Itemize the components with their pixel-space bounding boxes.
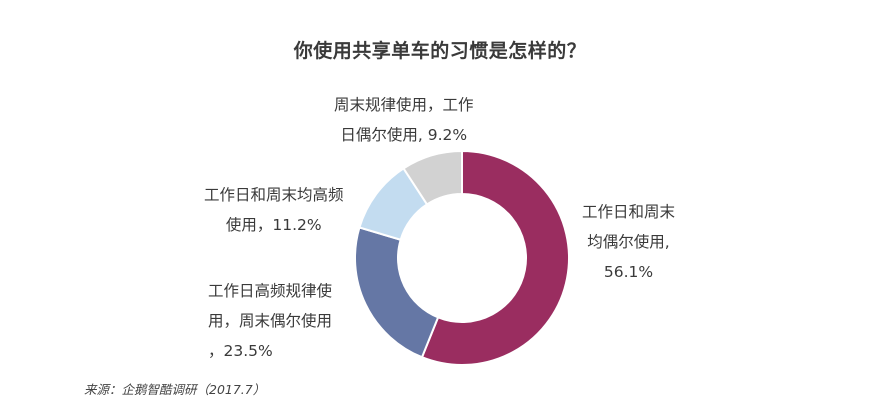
slice-weekend-regular bbox=[402, 149, 463, 206]
slice-label-weekday-high-frequency: 工作日高频规律使 用，周末偶尔使用 ，23.5% bbox=[208, 276, 332, 366]
slice-weekday-weekend-occasional bbox=[420, 149, 570, 366]
slice-label-line: 56.1% bbox=[603, 263, 654, 281]
slice-label-line: 工作日和周末均高频 bbox=[204, 186, 344, 204]
slice-label-line: 工作日高频规律使 bbox=[208, 282, 333, 300]
source-note: 来源：企鹅智酷调研（2017.7） bbox=[84, 382, 266, 397]
slice-label-both-high-frequency: 工作日和周末均高频 使用，11.2% bbox=[204, 180, 344, 240]
slice-label-line: 周末规律使用，工作 bbox=[334, 96, 474, 114]
slice-label-line: 日偶尔使用, 9.2% bbox=[340, 126, 468, 144]
chart-title: 你使用共享单车的习惯是怎样的？ bbox=[293, 40, 587, 62]
slice-label-weekend-regular: 周末规律使用，工作 日偶尔使用, 9.2% bbox=[334, 90, 474, 150]
slice-label-line: 工作日和周末 bbox=[582, 203, 676, 221]
slice-label-weekday-weekend-occasional: 工作日和周末 均偶尔使用, 56.1% bbox=[582, 197, 675, 287]
slice-weekday-high-frequency bbox=[354, 226, 440, 359]
slice-label-line: ，23.5% bbox=[208, 342, 273, 360]
slice-label-line: 均偶尔使用, bbox=[587, 233, 670, 251]
slice-label-line: 使用，11.2% bbox=[225, 216, 322, 234]
slice-label-line: 用，周末偶尔使用 bbox=[208, 312, 333, 330]
